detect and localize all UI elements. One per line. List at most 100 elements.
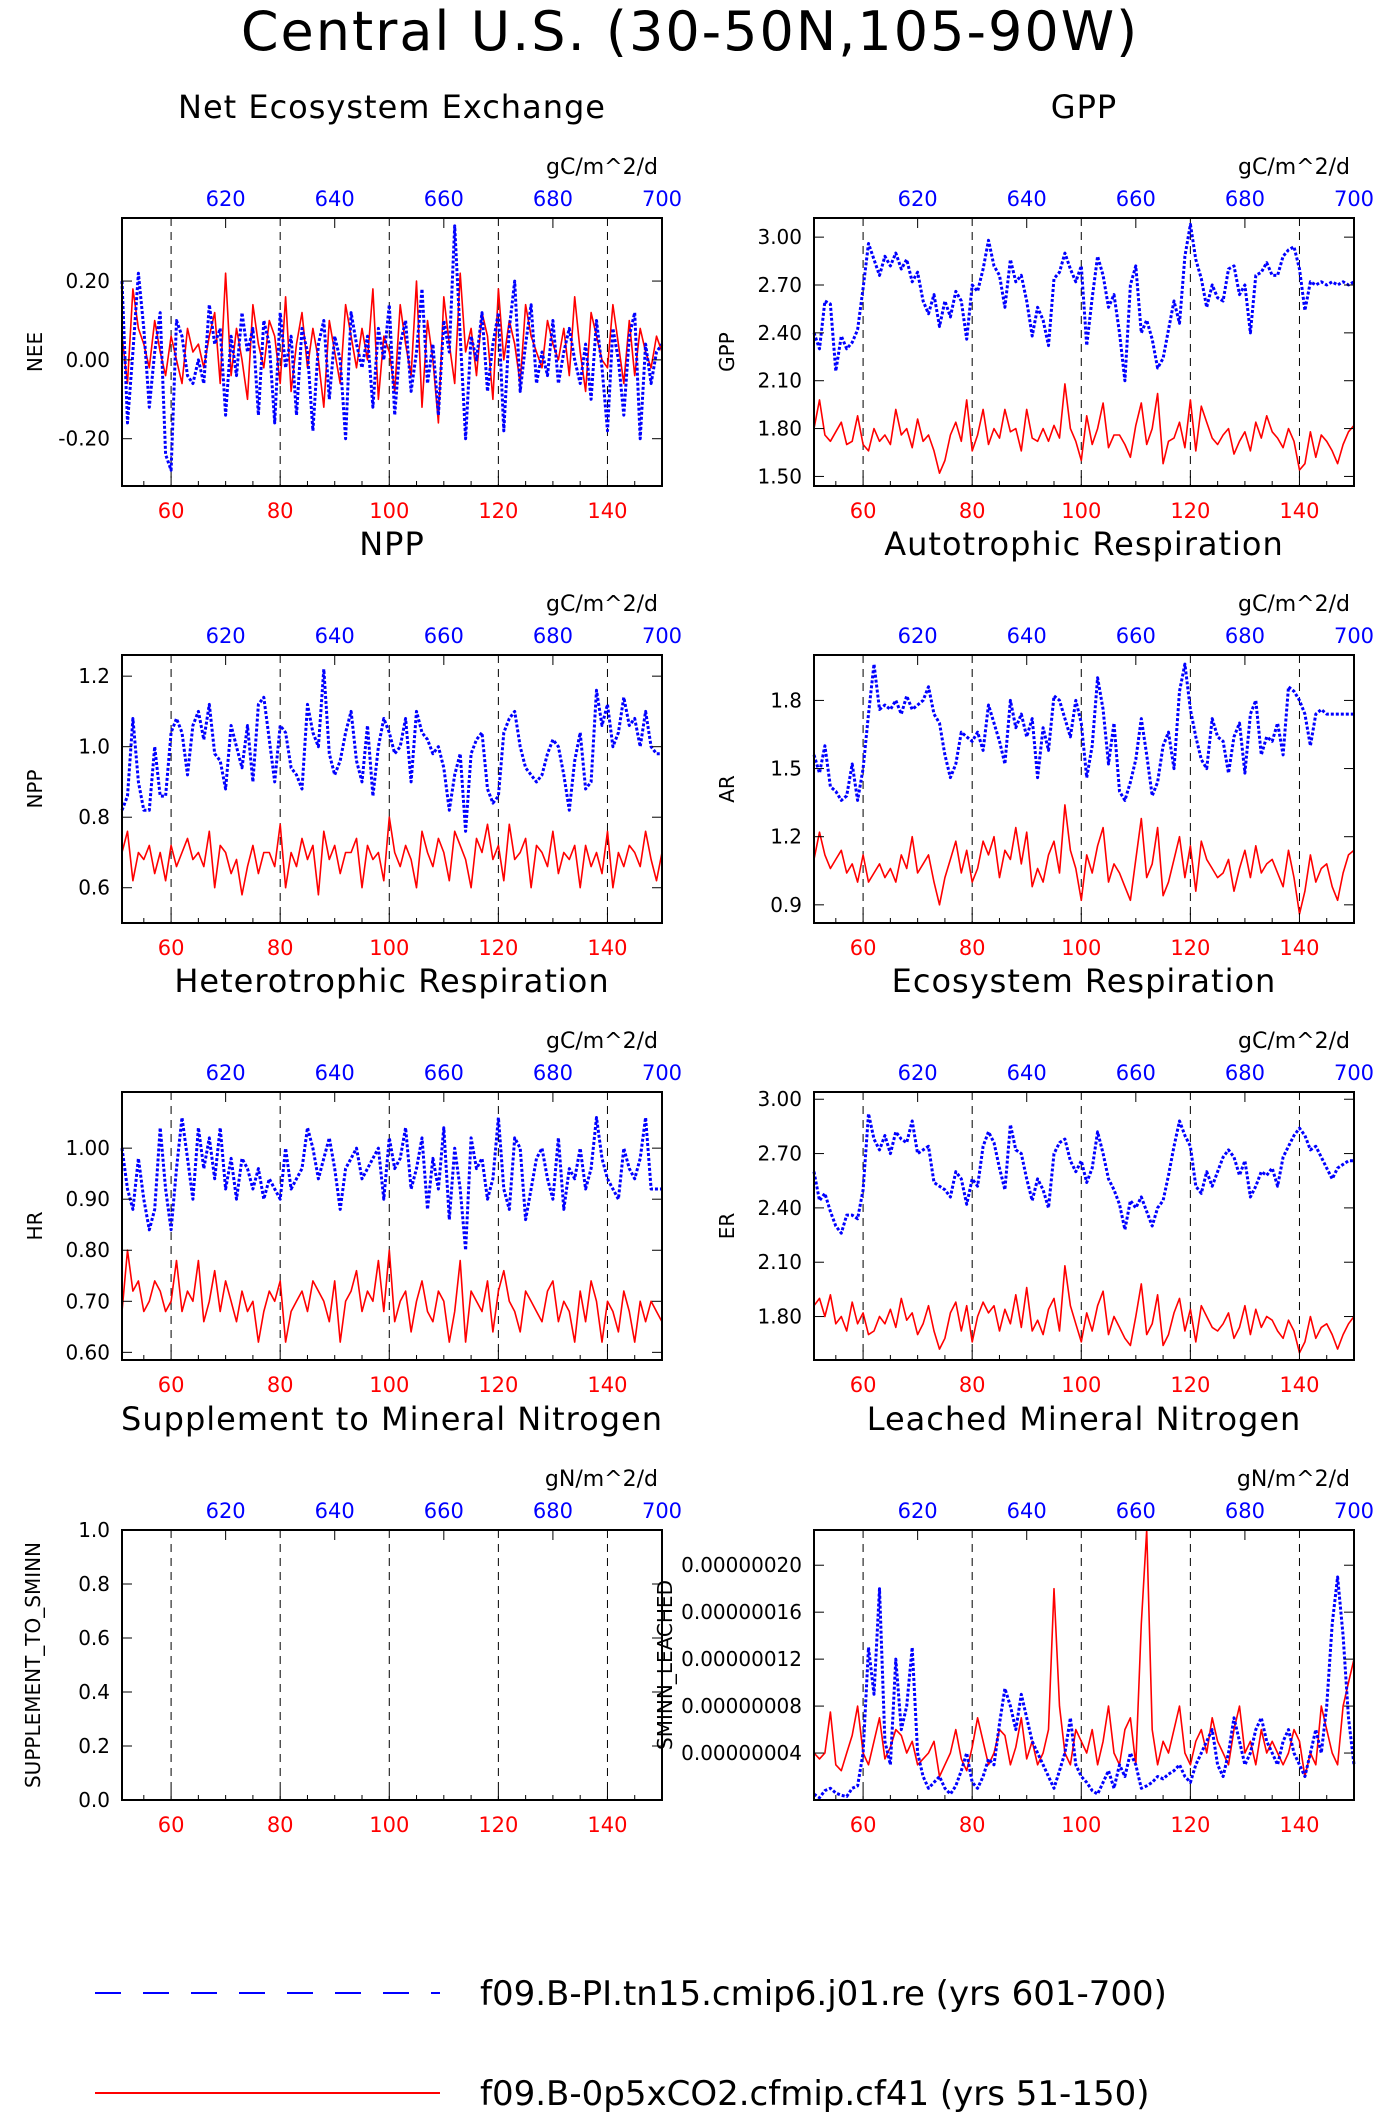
x-tick-label: 100 bbox=[1061, 936, 1101, 960]
x-tick-label: 100 bbox=[1061, 499, 1101, 523]
y-tick-label: 0.90 bbox=[65, 1187, 110, 1211]
plot-frame bbox=[121, 1529, 663, 1801]
x-tick-label: 100 bbox=[369, 936, 409, 960]
x2-tick-label: 660 bbox=[424, 624, 464, 648]
y-axis-label: AR bbox=[715, 775, 739, 803]
y-tick-label: 1.5 bbox=[770, 757, 802, 781]
y-tick-label: 0.70 bbox=[65, 1289, 110, 1313]
plot-frame bbox=[813, 217, 1355, 487]
x2-tick-label: 660 bbox=[424, 1061, 464, 1085]
y-tick-label: 0.00000008 bbox=[681, 1694, 802, 1718]
plot-frame bbox=[813, 1091, 1355, 1361]
x-tick-label: 80 bbox=[959, 1373, 986, 1397]
plot-frame bbox=[121, 654, 663, 924]
x-tick-label: 140 bbox=[1279, 499, 1319, 523]
series-line-blue bbox=[812, 662, 1354, 802]
panels: Net Ecosystem Exchange gC/m^2/d 60 80 100 120… bbox=[21, 88, 1374, 1837]
x-tick-label: 80 bbox=[267, 1373, 294, 1397]
panel-title: Supplement to Mineral Nitrogen bbox=[121, 1400, 663, 1438]
x2-tick-label: 620 bbox=[898, 1061, 938, 1085]
units-label: gC/m^2/d bbox=[546, 155, 658, 180]
y-tick-label: 0.4 bbox=[78, 1680, 110, 1704]
x-tick-label: 60 bbox=[158, 499, 185, 523]
panel-title: Net Ecosystem Exchange bbox=[178, 88, 606, 126]
plot-frame bbox=[813, 654, 1355, 924]
x-tick-label: 120 bbox=[478, 1373, 518, 1397]
x-tick-label: 100 bbox=[369, 499, 409, 523]
series-line-red bbox=[813, 383, 1355, 475]
series-line-red bbox=[813, 1265, 1355, 1354]
x2-tick-label: 640 bbox=[1007, 187, 1047, 211]
panel-gpp: GPP gC/m^2/d 60 80 100 120 140 620 640 660 680 700 1… bbox=[715, 88, 1374, 523]
y-tick-label: 0.00 bbox=[65, 348, 110, 372]
panel-ecosystem-respiration: Ecosystem Respiration gC/m^2/d 60 80 100 120 1… bbox=[715, 962, 1374, 1397]
x2-tick-label: 620 bbox=[206, 1061, 246, 1085]
x2-tick-label: 620 bbox=[898, 624, 938, 648]
y-tick-label: 0.6 bbox=[78, 1626, 110, 1650]
x2-tick-label: 680 bbox=[1225, 1499, 1265, 1523]
x2-tick-label: 680 bbox=[1225, 1061, 1265, 1085]
panel-title: Autotrophic Respiration bbox=[884, 525, 1284, 563]
y-tick-label: 2.10 bbox=[757, 369, 802, 393]
y-tick-label: 1.2 bbox=[770, 825, 802, 849]
units-label: gN/m^2/d bbox=[1237, 1467, 1350, 1492]
x2-tick-label: 620 bbox=[898, 1499, 938, 1523]
x-tick-label: 60 bbox=[850, 1373, 877, 1397]
x2-tick-label: 700 bbox=[642, 1499, 682, 1523]
series-line-red bbox=[121, 816, 663, 896]
x-tick-label: 60 bbox=[850, 936, 877, 960]
x2-tick-label: 640 bbox=[1007, 624, 1047, 648]
panel-leached-mineral-nitrogen: Leached Mineral Nitrogen gN/m^2/d 60 80 100 1… bbox=[653, 1400, 1374, 1837]
x-tick-label: 100 bbox=[369, 1813, 409, 1837]
panel-autotrophic-respiration: Autotrophic Respiration gC/m^2/d 60 80 100 12… bbox=[715, 525, 1374, 960]
y-tick-label: 0.0 bbox=[78, 1788, 110, 1812]
series-line-blue bbox=[120, 224, 664, 472]
units-label: gC/m^2/d bbox=[1238, 592, 1350, 617]
x2-tick-label: 640 bbox=[315, 1061, 355, 1085]
y-tick-label: 2.70 bbox=[757, 273, 802, 297]
units-label: gC/m^2/d bbox=[1238, 155, 1350, 180]
y-tick-label: 1.80 bbox=[757, 417, 802, 441]
x2-tick-label: 620 bbox=[206, 624, 246, 648]
x-tick-label: 60 bbox=[850, 1813, 877, 1837]
y-tick-label: 3.00 bbox=[757, 225, 802, 249]
x-tick-label: 140 bbox=[1279, 1813, 1319, 1837]
y-tick-label: 0.9 bbox=[770, 893, 802, 917]
series-line-blue bbox=[812, 222, 1355, 383]
y-axis-label: SUPPLEMENT_TO_SMINN bbox=[21, 1542, 45, 1788]
units-label: gC/m^2/d bbox=[546, 592, 658, 617]
x-tick-label: 80 bbox=[959, 499, 986, 523]
x2-tick-label: 640 bbox=[1007, 1499, 1047, 1523]
x-tick-label: 120 bbox=[1170, 499, 1210, 523]
x2-tick-label: 660 bbox=[424, 1499, 464, 1523]
y-tick-label: 0.00000016 bbox=[681, 1600, 802, 1624]
panel-title: NPP bbox=[359, 525, 425, 563]
x2-tick-label: 660 bbox=[424, 187, 464, 211]
x-tick-label: 80 bbox=[959, 1813, 986, 1837]
x2-tick-label: 700 bbox=[642, 1061, 682, 1085]
x2-tick-label: 700 bbox=[1334, 624, 1374, 648]
x2-tick-label: 680 bbox=[533, 187, 573, 211]
panel-title: GPP bbox=[1051, 88, 1117, 126]
x2-tick-label: 660 bbox=[1116, 1061, 1156, 1085]
x-tick-label: 140 bbox=[587, 1373, 627, 1397]
y-tick-label: 0.8 bbox=[78, 1572, 110, 1596]
x-tick-label: 120 bbox=[478, 936, 518, 960]
x2-tick-label: 680 bbox=[1225, 624, 1265, 648]
y-tick-label: 1.2 bbox=[78, 664, 110, 688]
x2-tick-label: 700 bbox=[642, 187, 682, 211]
figure-title: Central U.S. (30-50N,105-90W) bbox=[241, 0, 1139, 63]
units-label: gN/m^2/d bbox=[545, 1467, 658, 1492]
x2-tick-label: 680 bbox=[1225, 187, 1265, 211]
x-tick-label: 60 bbox=[158, 936, 185, 960]
y-tick-label: 0.00000020 bbox=[681, 1553, 802, 1577]
y-axis-label: NEE bbox=[23, 332, 47, 372]
x2-tick-label: 640 bbox=[1007, 1061, 1047, 1085]
y-axis-label: NPP bbox=[23, 769, 47, 808]
plot-frame bbox=[121, 1091, 663, 1361]
y-tick-label: 0.20 bbox=[65, 269, 110, 293]
x2-tick-label: 660 bbox=[1116, 187, 1156, 211]
y-tick-label: 1.00 bbox=[65, 1136, 110, 1160]
plot-frame bbox=[121, 217, 663, 487]
